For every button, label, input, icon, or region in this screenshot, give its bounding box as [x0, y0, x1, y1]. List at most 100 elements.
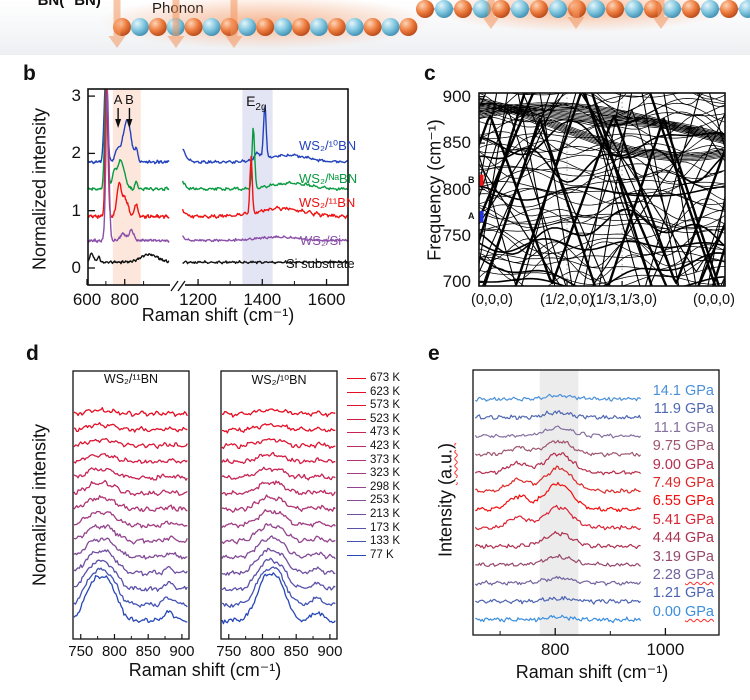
- d-legend-label: 133 K: [370, 535, 401, 548]
- panel-d-letter: d: [26, 342, 39, 365]
- phonon-arrow-icon: [567, 0, 585, 29]
- annotation-arrowhead: [115, 119, 122, 128]
- phonon-arrow-icon: [167, 0, 185, 48]
- pressure-unit: GPa: [684, 511, 714, 528]
- e-spectrum-7.49GPa: [475, 465, 641, 494]
- d-x-tick: 900: [317, 643, 343, 660]
- pressure-unit: GPa: [684, 438, 714, 455]
- d-spectrum-77K: [221, 572, 336, 625]
- e-pressure-label: 3.19 GPa: [630, 549, 714, 565]
- panel-e-plot: [472, 369, 720, 636]
- e-pressure-label: 11.9 GPa: [630, 401, 714, 417]
- d-x-tick: 750: [216, 643, 242, 660]
- pressure-unit: GPa: [684, 419, 714, 436]
- atom: [511, 0, 529, 18]
- panel-c-plot: [478, 92, 726, 287]
- e-spectrum-14.1GPa: [475, 393, 641, 402]
- d-spectrum-213K: [73, 549, 188, 577]
- d-legend-line: [347, 514, 366, 515]
- c-kpath-label: (0,0,0): [693, 292, 735, 308]
- pressure-unit: GPa: [684, 585, 714, 602]
- panel-c-letter: c: [424, 62, 436, 85]
- atom: [473, 0, 491, 18]
- phonon-band: [479, 229, 725, 256]
- d-x-tick: 900: [169, 643, 195, 660]
- d-legend-line: [347, 432, 366, 434]
- b-y-tick: 1: [71, 200, 81, 220]
- axes-box: [472, 369, 720, 636]
- d-spectrum-298K: [73, 524, 188, 545]
- b-x-tick: 600: [72, 290, 102, 309]
- axes-box: [87, 88, 349, 286]
- pressure-value: 11.9: [653, 401, 685, 418]
- b-x-tick: 1400: [243, 290, 282, 309]
- d-spectrum-673K: [221, 408, 336, 418]
- e-pressure-label: 11.1 GPa: [630, 420, 714, 436]
- annotation-arrowhead: [126, 119, 133, 128]
- atom: [720, 0, 738, 18]
- pressure-unit: GPa: [684, 401, 714, 418]
- atom: [292, 18, 310, 36]
- pressure-unit: GPa: [684, 548, 714, 565]
- atom: [701, 0, 719, 18]
- mode-annotation: B: [125, 92, 134, 107]
- d-spectrum-323K: [73, 510, 188, 529]
- e-spectrum-11.9GPa: [474, 410, 642, 421]
- b-series-label: WS₂/¹¹BN: [299, 195, 356, 210]
- e-spectrum-9.00GPa: [474, 452, 642, 476]
- d-spectrum-133K: [221, 566, 336, 608]
- d-spectrum-253K: [221, 535, 336, 560]
- e-pressure-label: 0.00 GPa: [630, 604, 714, 620]
- d-spectrum-573K: [73, 437, 188, 450]
- e-pressure-label: 14.1 GPa: [630, 383, 714, 399]
- pressure-unit: GPa: [684, 475, 714, 491]
- phonon-band-steep: [514, 93, 717, 286]
- atom: [238, 18, 257, 36]
- d-spectrum-473K: [73, 467, 188, 481]
- pressure-value: 14.1: [652, 383, 685, 399]
- c-y-tick: 700: [442, 272, 471, 292]
- atom: [309, 18, 328, 36]
- e-spectrum-6.55GPa: [475, 481, 641, 512]
- atom: [130, 18, 149, 36]
- atom: [682, 0, 700, 18]
- d-spectrum-623K: [222, 422, 336, 434]
- c-y-tick: 900: [442, 86, 471, 106]
- e-pressure-label: 4.44 GPa: [630, 530, 714, 546]
- phonon-band-group: [479, 101, 725, 158]
- d-legend-line: [347, 418, 366, 420]
- b-y-tick: 3: [71, 86, 81, 106]
- phonon-band: [479, 251, 725, 266]
- b-series-label: WS₂/Si: [300, 233, 342, 248]
- phonon-band-group: [479, 102, 725, 159]
- c-marker-label: A: [468, 211, 475, 222]
- phonon-band-steep: [479, 108, 725, 286]
- pressure-value: 5.41: [652, 511, 685, 528]
- atom: [739, 0, 750, 18]
- d-legend-label: 373 K: [370, 453, 401, 466]
- d-spectrum-77K: [73, 575, 188, 623]
- e-spectrum-5.41GPa: [474, 504, 642, 531]
- panel-e-letter: e: [428, 342, 440, 365]
- d-legend-label: 253 K: [370, 494, 401, 507]
- phonon-arrow-icon: [108, 0, 126, 48]
- d-legend-line: [347, 500, 366, 502]
- d-legend-label: 173 K: [370, 521, 401, 534]
- d-legend-line: [347, 473, 366, 475]
- shaded-band: [539, 370, 579, 635]
- atom: [345, 18, 364, 36]
- d-spectrum-523K: [221, 451, 336, 465]
- atom: [399, 18, 418, 36]
- d-spectrum-423K: [221, 480, 336, 497]
- d-legend-label: 523 K: [370, 412, 401, 425]
- d-legend-label: 213 K: [370, 508, 401, 520]
- spectrum-curve-0: [182, 106, 348, 165]
- b-series-label: WS₂/ᴺᵃBN: [299, 171, 358, 186]
- b-x-tick: 1600: [307, 290, 346, 309]
- phonon-band-steep: [479, 93, 725, 286]
- phonon-band-group: [479, 102, 725, 135]
- pressure-unit: GPa: [684, 383, 714, 399]
- e-spectrum-3.19GPa: [475, 553, 641, 568]
- phonon-band: [479, 216, 725, 254]
